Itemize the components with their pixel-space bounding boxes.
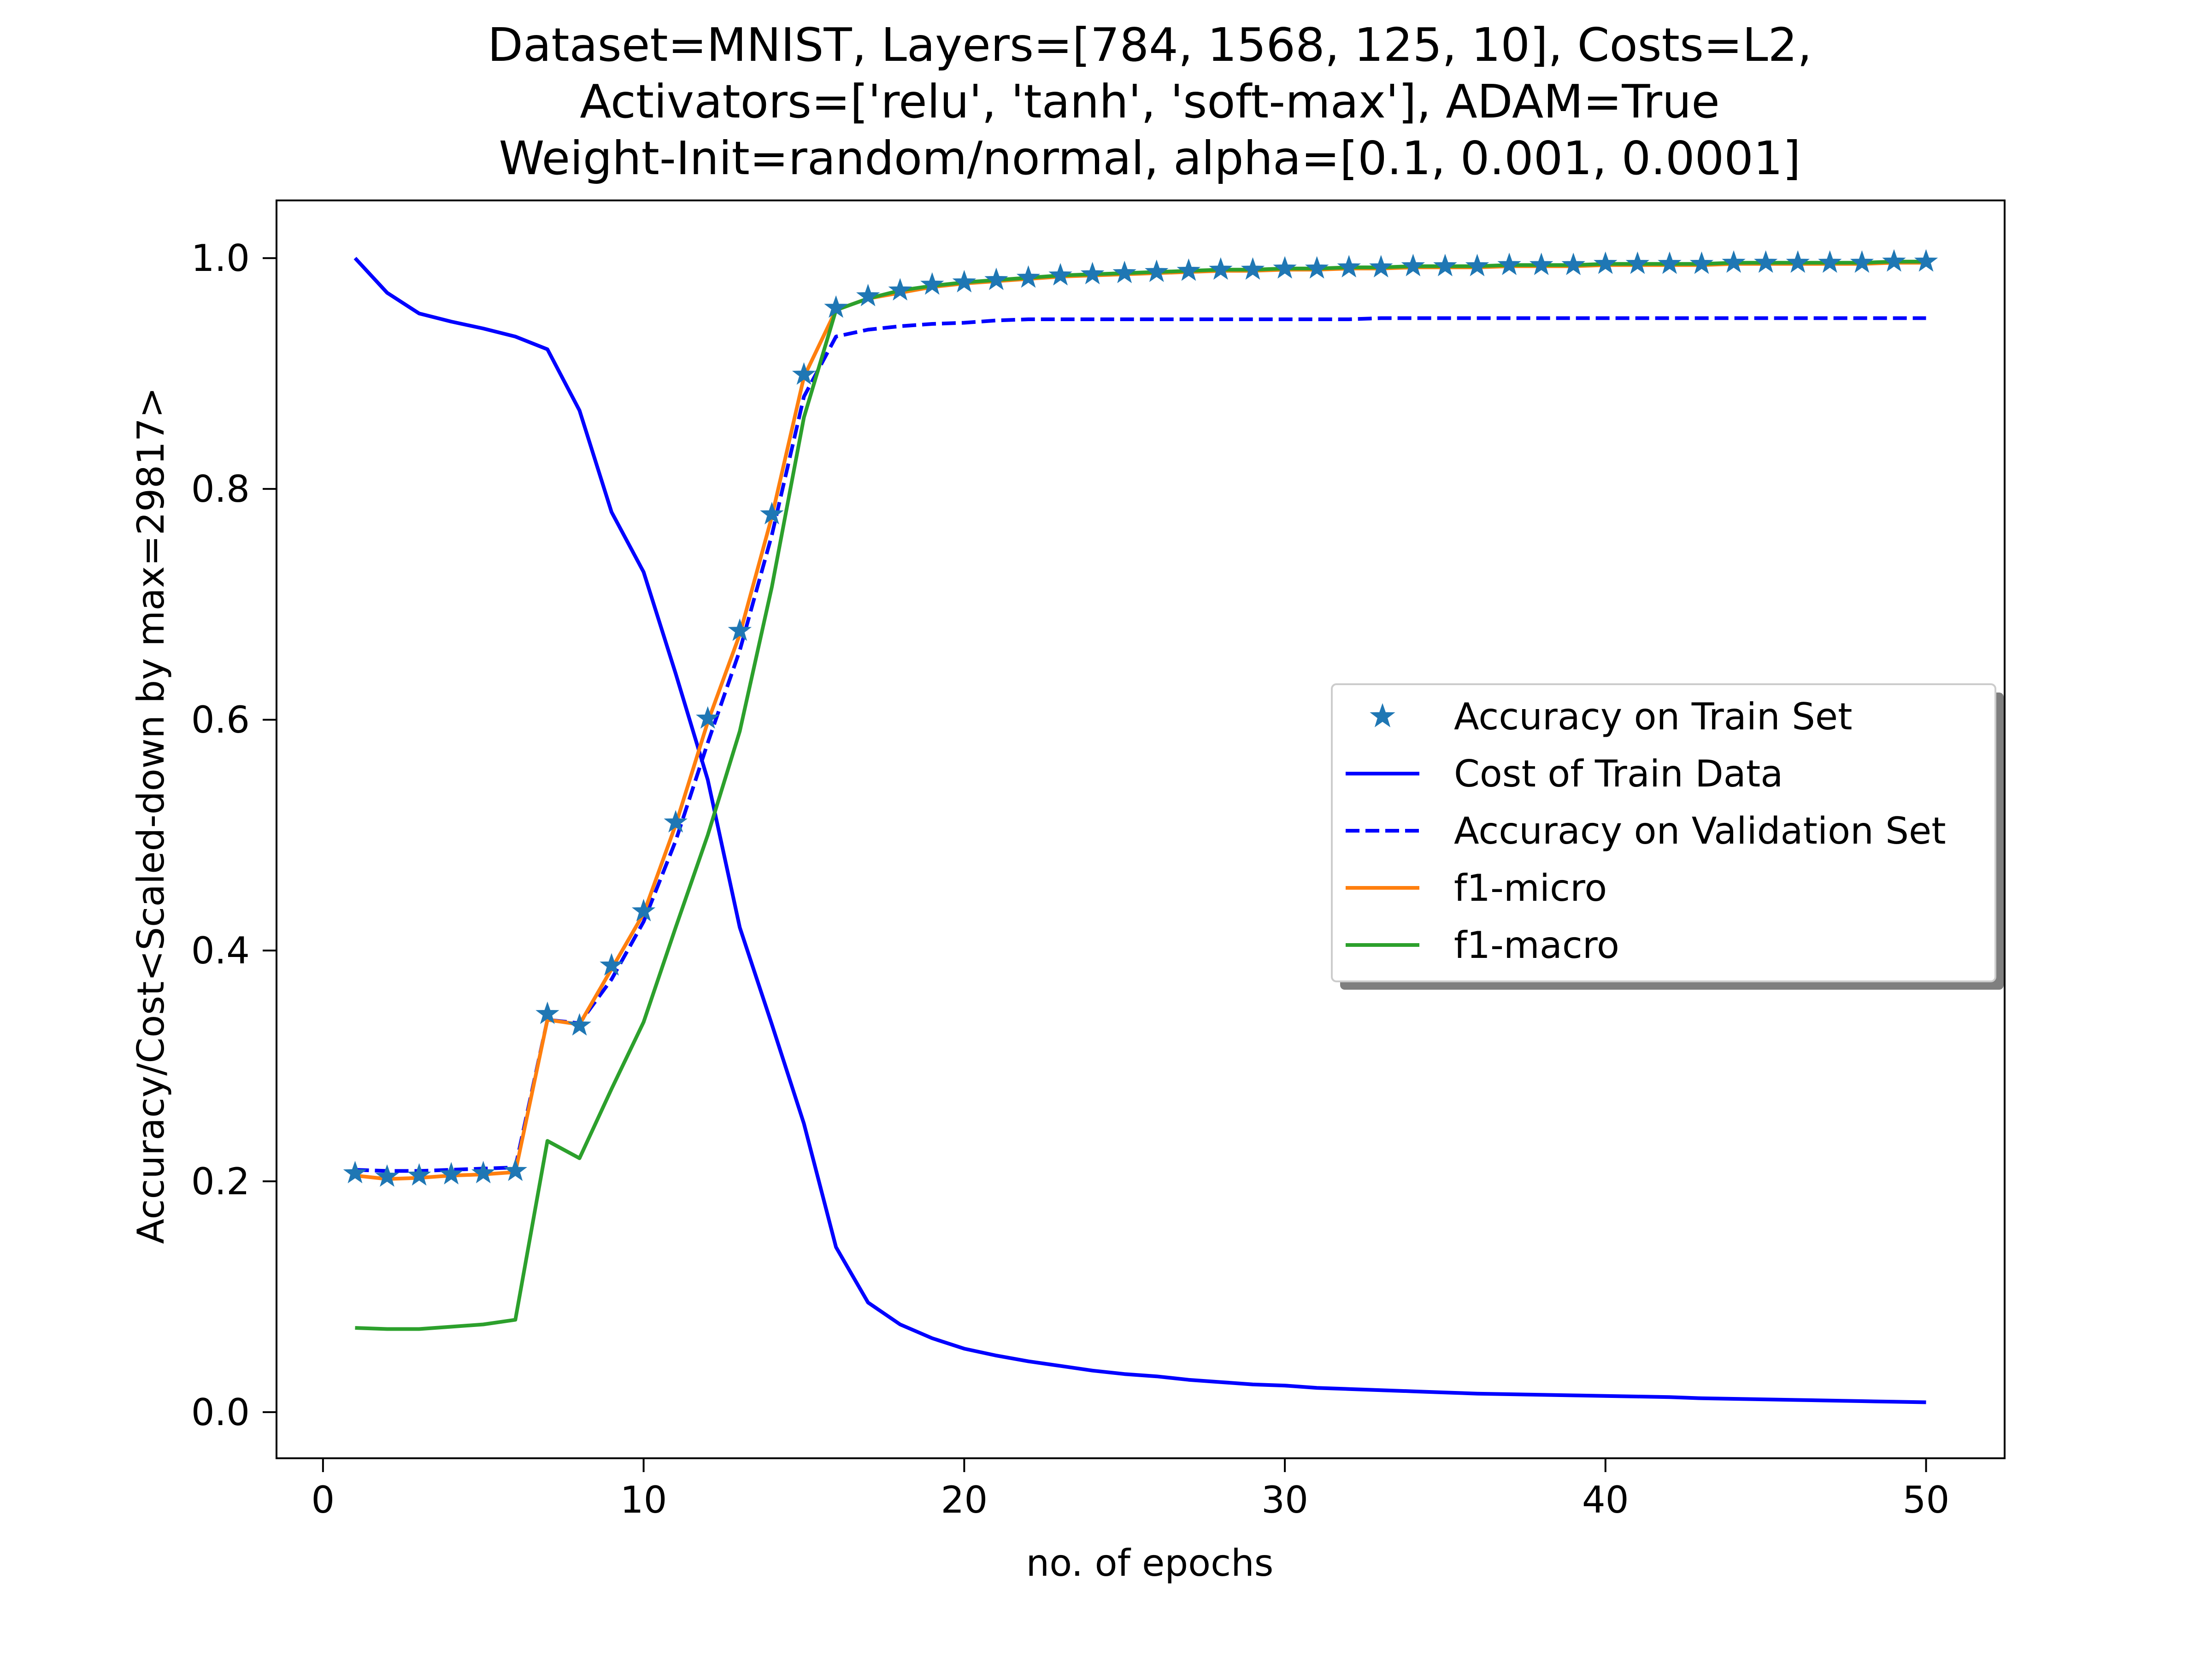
train-accuracy-point — [600, 953, 624, 976]
legend-label-accuracy-on-validation-set: Accuracy on Validation Set — [1454, 810, 1946, 852]
x-tick-label: 40 — [1582, 1479, 1629, 1521]
x-tick-label: 20 — [941, 1479, 988, 1521]
train-accuracy-point — [1433, 253, 1457, 276]
legend-handle-accuracy-on-train-set — [1370, 703, 1395, 728]
y-tick-label: 0.8 — [191, 468, 250, 511]
train-accuracy-point — [439, 1162, 463, 1185]
plot-area: 0 10 20 30 40 50 0.0 0.2 0.4 0.6 0.8 1.0 — [191, 200, 2006, 1521]
train-accuracy-point — [1016, 265, 1041, 288]
legend-label-cost-of-train-data: Cost of Train Data — [1454, 752, 1783, 795]
train-accuracy-point — [1337, 255, 1361, 278]
y-tick-label: 0.0 — [191, 1391, 250, 1434]
train-accuracy-point — [728, 618, 752, 641]
chart-title-line-1: Dataset=MNIST, Layers=[784, 1568, 125, 1… — [488, 18, 1812, 72]
train-accuracy-point — [1529, 252, 1553, 276]
train-accuracy-point — [631, 898, 656, 921]
train-accuracy-point — [1786, 250, 1810, 273]
train-accuracy-point — [567, 1013, 592, 1036]
y-axis-label: Accuracy/Cost<Scaled-down by max=29817> — [129, 387, 172, 1244]
train-accuracy-point — [856, 283, 880, 306]
train-accuracy-point — [792, 362, 816, 385]
legend-box — [1331, 683, 1996, 982]
train-accuracy-point — [1112, 260, 1136, 283]
train-accuracy-point — [664, 810, 688, 833]
train-accuracy-point — [952, 270, 977, 293]
train-accuracy-point — [1818, 250, 1842, 273]
train-accuracy-point — [407, 1163, 431, 1186]
chart-title-line-3: Weight-Init=random/normal, alpha=[0.1, 0… — [499, 131, 1801, 185]
train-accuracy-point — [1594, 251, 1618, 274]
y-tick-label: 1.0 — [191, 237, 250, 280]
train-accuracy-point — [1305, 256, 1329, 279]
train-accuracy-point — [1369, 255, 1393, 278]
train-accuracy-point — [984, 267, 1008, 290]
train-accuracy-point — [1561, 252, 1586, 276]
chart-title: Dataset=MNIST, Layers=[784, 1568, 125, 1… — [488, 18, 1812, 185]
train-accuracy-point — [1882, 249, 1906, 272]
train-accuracy-point — [1177, 258, 1201, 281]
legend-label-accuracy-on-train-set: Accuracy on Train Set — [1454, 695, 1853, 738]
x-axis-label: no. of epochs — [1026, 1542, 1274, 1585]
chart-title-line-2: Activators=['relu', 'tanh', 'soft-max'],… — [580, 75, 1719, 129]
train-accuracy-point — [1401, 253, 1425, 276]
x-tick-label: 10 — [620, 1479, 667, 1521]
legend: Accuracy on Train Set Cost of Train Data A… — [1331, 683, 2004, 990]
cost-of-train-data-line — [353, 257, 1926, 1404]
train-accuracy-point — [375, 1164, 399, 1187]
train-accuracy-point — [824, 295, 848, 318]
train-accuracy-point — [1241, 257, 1265, 280]
y-tick-label: 0.6 — [191, 698, 250, 741]
train-accuracy-point — [1625, 251, 1650, 274]
train-accuracy-point — [1080, 262, 1105, 285]
y-tick-label: 0.4 — [191, 929, 250, 972]
train-accuracy-point — [760, 502, 784, 525]
train-accuracy-point — [920, 272, 944, 295]
x-tick-label: 50 — [1903, 1479, 1950, 1521]
train-accuracy-point — [343, 1161, 367, 1184]
train-accuracy-point — [1209, 257, 1233, 280]
train-accuracy-point — [1497, 252, 1521, 276]
train-accuracy-point — [1273, 256, 1297, 279]
train-accuracy-point — [1145, 259, 1169, 282]
train-accuracy-point — [535, 1001, 559, 1024]
train-accuracy-point — [888, 278, 912, 301]
train-accuracy-point — [695, 706, 720, 729]
legend-label-f1-macro: f1-macro — [1454, 924, 1619, 967]
train-accuracy-point — [471, 1161, 495, 1184]
train-accuracy-point — [1465, 253, 1489, 276]
plot-frame — [276, 200, 2006, 1459]
x-tick-label: 30 — [1261, 1479, 1308, 1521]
train-accuracy-point — [1048, 263, 1072, 286]
train-accuracy-point — [1658, 251, 1682, 274]
train-accuracy-point — [1914, 249, 1938, 272]
x-tick-label: 0 — [311, 1479, 335, 1521]
legend-label-f1-micro: f1-micro — [1454, 867, 1607, 910]
train-accuracy-point — [503, 1158, 527, 1181]
y-tick-label: 0.2 — [191, 1160, 250, 1203]
train-accuracy-point — [1722, 250, 1746, 273]
train-accuracy-point — [1754, 250, 1778, 273]
train-accuracy-point — [1689, 251, 1714, 274]
train-accuracy-point — [1850, 250, 1874, 273]
